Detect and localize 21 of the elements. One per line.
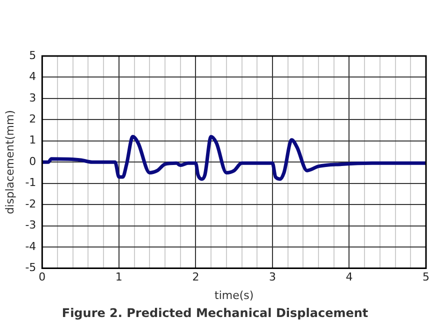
y-tick-label: -1 bbox=[25, 176, 36, 190]
y-tick-label: 5 bbox=[29, 48, 36, 62]
y-tick-label: -5 bbox=[25, 261, 36, 274]
x-axis-title: time(s) bbox=[214, 288, 254, 302]
x-tick-label: 3 bbox=[268, 270, 276, 284]
y-tick-label: 0 bbox=[29, 154, 36, 168]
y-axis-title: displacement(mm) bbox=[3, 110, 16, 214]
y-tick-label: -4 bbox=[25, 240, 36, 253]
x-tick-label: 5 bbox=[422, 270, 430, 284]
y-tick-label: -3 bbox=[25, 218, 36, 232]
y-tick-label: 4 bbox=[29, 70, 36, 84]
x-tick-label: 4 bbox=[346, 270, 353, 284]
x-tick-label: 2 bbox=[192, 270, 200, 284]
x-tick-label: 0 bbox=[38, 270, 46, 284]
y-tick-label: 2 bbox=[29, 112, 36, 126]
line-series bbox=[42, 134, 426, 181]
x-tick-label: 1 bbox=[115, 270, 122, 284]
y-tick-label: 3 bbox=[29, 91, 36, 104]
y-tick-label: 1 bbox=[29, 134, 36, 147]
y-tick-label: -2 bbox=[25, 197, 36, 210]
text: Figure 2. Predicted Mechanical Displacement bbox=[62, 306, 368, 320]
